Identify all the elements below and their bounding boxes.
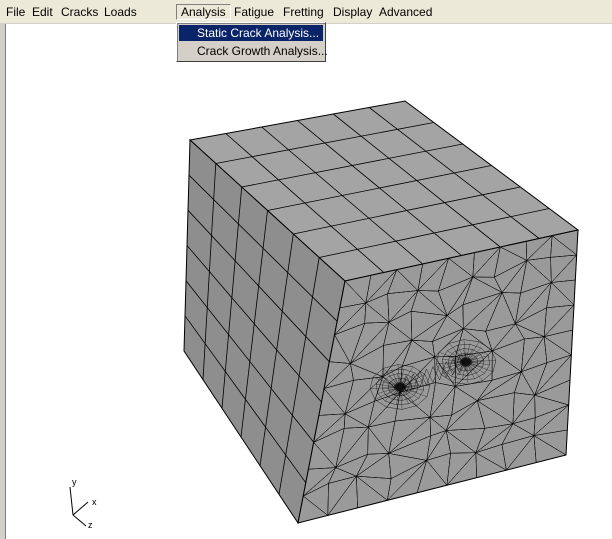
crack-tip-core xyxy=(461,358,471,366)
window-left-border xyxy=(0,0,6,539)
right-face-element xyxy=(356,475,388,509)
menu-fretting[interactable]: Fretting xyxy=(283,5,324,19)
cube-mesh xyxy=(183,100,580,525)
crack-band-line xyxy=(406,373,414,393)
triad-z-axis xyxy=(72,514,87,527)
menu-advanced[interactable]: Advanced xyxy=(379,5,433,19)
menu-bar: File Edit Cracks Loads Analysis Fatigue … xyxy=(0,0,612,24)
crack-band-line xyxy=(446,358,453,378)
triad-x-axis xyxy=(72,501,89,516)
right-face-element xyxy=(416,459,448,494)
menu-cracks[interactable]: Cracks xyxy=(61,5,99,19)
menu-edit[interactable]: Edit xyxy=(32,5,53,19)
right-face-element xyxy=(475,452,508,479)
static-crack-analysis-item[interactable]: Static Crack Analysis... xyxy=(179,25,323,41)
triad-y-axis xyxy=(69,486,74,516)
crack-band-line xyxy=(432,363,440,383)
crack-band-line xyxy=(413,371,420,391)
crack-band-line xyxy=(452,356,460,376)
right-face-element xyxy=(533,435,567,463)
crack-tip-core xyxy=(395,383,405,391)
crack-band-line xyxy=(426,366,434,386)
crack-band-line xyxy=(419,368,427,388)
axis-triad: y x z xyxy=(69,477,97,530)
menu-display[interactable]: Display xyxy=(333,5,373,19)
triad-x-label: x xyxy=(92,497,97,507)
model-viewport[interactable]: y x z xyxy=(6,25,612,539)
menu-file[interactable]: File xyxy=(6,5,26,19)
menu-loads[interactable]: Loads xyxy=(104,5,137,19)
analysis-dropdown: Static Crack Analysis... Crack Growth An… xyxy=(176,22,328,62)
menu-analysis[interactable]: Analysis xyxy=(176,4,231,20)
left-grid-line xyxy=(184,315,307,483)
triad-y-label: y xyxy=(72,477,77,487)
crack-band-line xyxy=(459,353,467,373)
crack-band-line xyxy=(399,376,407,396)
top-grid-line xyxy=(319,208,550,258)
crack-growth-analysis-item[interactable]: Crack Growth Analysis... xyxy=(197,44,328,58)
right-face-element xyxy=(297,495,329,524)
menu-fatigue[interactable]: Fatigue xyxy=(234,5,275,19)
crack-band-line xyxy=(439,361,447,381)
triad-z-label: z xyxy=(88,520,93,530)
